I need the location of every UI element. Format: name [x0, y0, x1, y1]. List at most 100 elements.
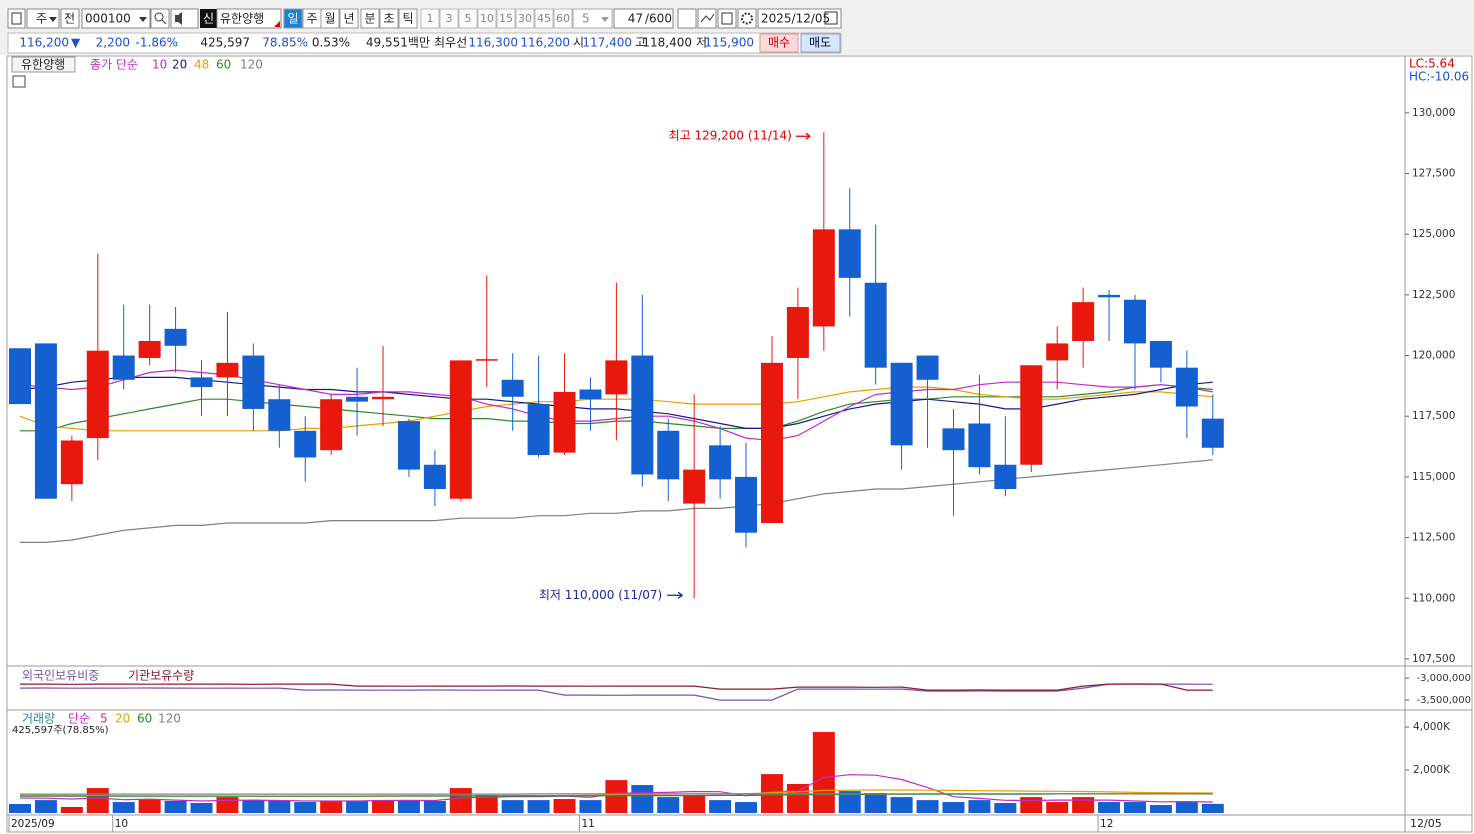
y-tick-label: 127,500 — [1412, 168, 1455, 180]
grid-icon[interactable] — [12, 75, 26, 88]
view-button[interactable] — [60, 8, 80, 29]
minute-button[interactable] — [458, 8, 478, 29]
annotation-arrow — [795, 132, 811, 140]
tool-button[interactable] — [677, 8, 697, 29]
volume-bar — [553, 799, 576, 813]
volume-bar — [942, 802, 965, 813]
volume-bar — [1123, 802, 1146, 813]
interval-button[interactable] — [398, 8, 418, 29]
legend-entry: 120 — [158, 712, 181, 726]
x-end-label: 12/05 — [1410, 817, 1442, 830]
date-field[interactable] — [757, 8, 842, 29]
sell-button[interactable] — [800, 33, 841, 53]
candle-body — [735, 476, 758, 533]
minute-button[interactable] — [420, 8, 440, 29]
volume-bar — [631, 785, 654, 813]
interval-button[interactable] — [320, 8, 340, 29]
candle-body — [423, 464, 446, 490]
volume-bar — [320, 800, 343, 813]
minute-button[interactable] — [496, 8, 516, 29]
y-tick-label: 115,000 — [1412, 471, 1455, 483]
save-button[interactable] — [717, 8, 737, 29]
minute-button[interactable] — [534, 8, 554, 29]
volume-bar — [579, 800, 602, 813]
minute-button[interactable] — [477, 8, 497, 29]
buy-button[interactable] — [759, 33, 799, 53]
candle-body — [786, 306, 809, 358]
volume-bar — [812, 731, 835, 813]
corner-mark — [274, 21, 280, 27]
volume-bar — [1098, 802, 1121, 813]
count-max: /600 — [645, 12, 672, 26]
name-field[interactable] — [216, 8, 282, 29]
volume-bar — [786, 783, 809, 813]
candle-body — [709, 445, 732, 480]
settings-icon — [741, 12, 753, 25]
lc: LC:5.64 — [1409, 57, 1455, 71]
code-input[interactable] — [81, 8, 151, 29]
candle-body — [1072, 302, 1095, 341]
candle-body — [397, 421, 420, 470]
volume: 425,597 — [200, 36, 250, 50]
count-select[interactable] — [572, 8, 613, 29]
minute-button[interactable] — [439, 8, 459, 29]
y-tick-label: 2,000K — [1413, 764, 1451, 776]
search-button[interactable] — [150, 8, 170, 29]
volume-bar — [709, 800, 732, 813]
turnover: 0.53% — [312, 36, 350, 50]
count-field[interactable] — [613, 8, 674, 29]
best-quote-label: 최우선 — [434, 36, 467, 50]
legend-entry: 20 — [172, 58, 187, 72]
change-mark: ▼ — [71, 36, 81, 50]
interval-button[interactable] — [360, 8, 380, 29]
legend-name-box[interactable] — [11, 56, 76, 73]
candle-body — [475, 359, 498, 361]
x-tick-label: 2025/09 — [11, 818, 55, 830]
y-tick-label: 117,500 — [1412, 410, 1455, 422]
calendar-icon — [824, 11, 838, 25]
legend-entry: 20 — [115, 712, 130, 726]
volume-bar — [449, 788, 472, 813]
candle-body — [1201, 418, 1224, 448]
credit: 신 — [203, 12, 214, 26]
candle-body — [1123, 299, 1146, 344]
y-tick-label: 112,500 — [1412, 532, 1455, 544]
volume-bar — [242, 800, 265, 813]
candle-body — [216, 362, 239, 378]
legend-entry: 60 — [216, 58, 231, 72]
interval-button[interactable] — [283, 8, 303, 29]
interval-button[interactable] — [379, 8, 399, 29]
layout-icon-glyph — [11, 12, 22, 25]
volume-bar — [683, 794, 706, 813]
candle-body — [994, 464, 1017, 490]
interval-label: 초 — [383, 12, 394, 26]
interval-button[interactable] — [339, 8, 359, 29]
sound-button[interactable] — [170, 8, 199, 29]
settings-button[interactable] — [737, 8, 757, 29]
candle-body — [657, 430, 680, 480]
tool-button[interactable] — [697, 8, 717, 29]
minute-label: 5 — [465, 12, 472, 25]
volume-bar — [864, 793, 887, 813]
hc: HC:-10.06 — [1409, 70, 1469, 84]
candle-body — [1046, 343, 1069, 361]
volume-bar — [501, 800, 524, 813]
dropdown-arrow — [49, 17, 57, 22]
period-select[interactable] — [26, 8, 60, 29]
buy-label: 매수 — [768, 36, 790, 50]
sound-icon — [175, 12, 182, 25]
y-tick-label: 107,500 — [1412, 653, 1455, 665]
minute-label: 3 — [446, 12, 453, 25]
volume-bar — [1201, 803, 1224, 813]
low: 115,900 — [704, 36, 754, 50]
candle-body — [268, 399, 291, 431]
holding-line — [20, 683, 1213, 691]
minute-button[interactable] — [515, 8, 535, 29]
volume-bar — [916, 800, 939, 813]
layout-icon[interactable] — [7, 8, 26, 29]
candle-body — [890, 362, 913, 446]
interval-label: 월 — [324, 12, 335, 26]
minute-button[interactable] — [553, 8, 573, 29]
change: 2,200 — [96, 36, 130, 50]
minute-label: 60 — [556, 12, 570, 25]
